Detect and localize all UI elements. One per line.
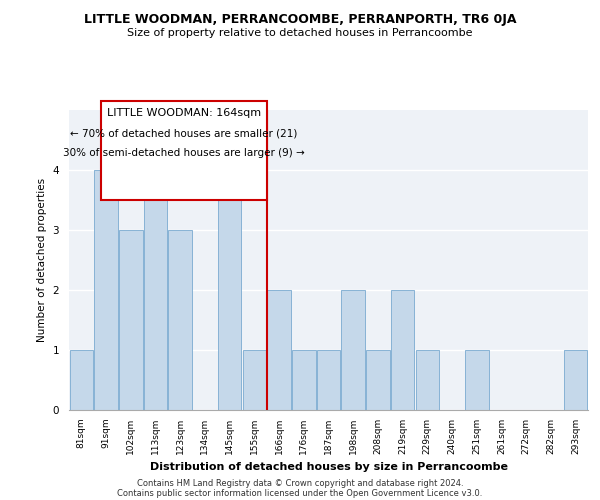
Text: LITTLE WOODMAN: 164sqm: LITTLE WOODMAN: 164sqm	[107, 108, 261, 118]
Text: ← 70% of detached houses are smaller (21): ← 70% of detached houses are smaller (21…	[70, 128, 298, 138]
Bar	[94, 170, 118, 410]
Bar	[268, 290, 291, 410]
Bar	[292, 350, 316, 410]
Text: Contains public sector information licensed under the Open Government Licence v3: Contains public sector information licen…	[118, 488, 482, 498]
Bar	[416, 350, 439, 410]
Bar	[218, 170, 241, 410]
Y-axis label: Number of detached properties: Number of detached properties	[37, 178, 47, 342]
Text: 30% of semi-detached houses are larger (9) →: 30% of semi-detached houses are larger (…	[63, 148, 305, 158]
Text: Contains HM Land Registry data © Crown copyright and database right 2024.: Contains HM Land Registry data © Crown c…	[137, 478, 463, 488]
Bar	[317, 350, 340, 410]
Bar	[341, 290, 365, 410]
X-axis label: Distribution of detached houses by size in Perrancoombe: Distribution of detached houses by size …	[149, 462, 508, 472]
Bar	[465, 350, 488, 410]
Bar	[366, 350, 389, 410]
Bar	[169, 230, 192, 410]
Bar	[70, 350, 93, 410]
Bar	[391, 290, 415, 410]
Text: Size of property relative to detached houses in Perrancoombe: Size of property relative to detached ho…	[127, 28, 473, 38]
Bar	[144, 170, 167, 410]
Bar	[564, 350, 587, 410]
Bar	[119, 230, 143, 410]
Text: LITTLE WOODMAN, PERRANCOOMBE, PERRANPORTH, TR6 0JA: LITTLE WOODMAN, PERRANCOOMBE, PERRANPORT…	[84, 12, 516, 26]
Bar	[242, 350, 266, 410]
